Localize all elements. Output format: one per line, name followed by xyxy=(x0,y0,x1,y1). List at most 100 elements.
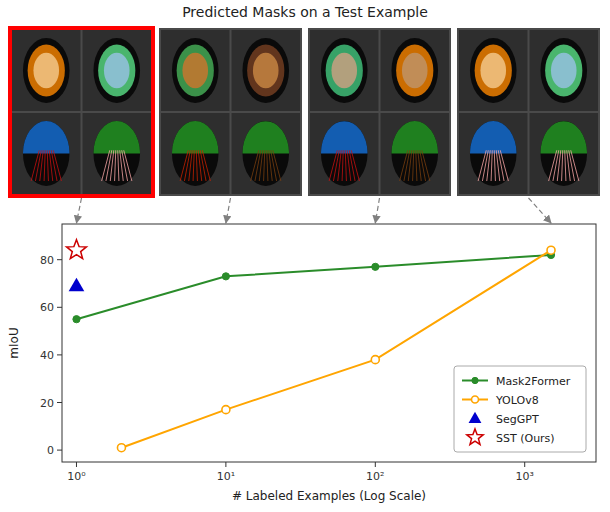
wing-base xyxy=(93,121,140,186)
sub-panel xyxy=(381,113,450,194)
wing-color xyxy=(28,45,65,97)
wing-base xyxy=(470,38,517,103)
data-point xyxy=(73,316,80,323)
wing-color xyxy=(104,53,130,89)
wing-color xyxy=(182,53,208,89)
legend-marker xyxy=(472,377,478,383)
page: {"chart_data": { "type": "line", "title"… xyxy=(0,0,610,512)
x-tick-label: 10² xyxy=(366,470,384,483)
wing-vein xyxy=(202,150,210,181)
sub-panel xyxy=(530,30,599,111)
y-tick xyxy=(57,354,62,355)
wing-vein xyxy=(491,150,492,181)
y-tick-label: 40 xyxy=(40,349,54,362)
wing-cap xyxy=(540,121,587,153)
pointer-arrow xyxy=(529,198,552,223)
wing-base xyxy=(23,121,70,186)
data-point xyxy=(371,356,379,364)
y-tick xyxy=(57,259,62,260)
wing-cap xyxy=(172,121,219,153)
wing-vein xyxy=(118,150,119,181)
example-panel xyxy=(457,28,600,196)
y-tick-label: 60 xyxy=(40,301,54,314)
x-tick-label: 10⁰ xyxy=(67,470,86,483)
wing-vein xyxy=(259,150,262,181)
legend-marker xyxy=(472,396,479,403)
wing-cap xyxy=(23,121,70,153)
wing-vein xyxy=(115,150,116,181)
wing-cap xyxy=(321,121,368,153)
sub-panel xyxy=(83,113,152,194)
legend-label: SST (Ours) xyxy=(496,432,555,445)
wing-cap xyxy=(391,121,438,153)
sub-panel xyxy=(530,113,599,194)
sub-panel xyxy=(161,30,230,111)
y-tick xyxy=(57,307,62,308)
y-tick-label: 80 xyxy=(40,254,54,267)
wing-base xyxy=(321,121,368,186)
wing-vein xyxy=(53,150,61,181)
data-point xyxy=(372,263,379,270)
wing-color xyxy=(545,45,582,97)
series-line xyxy=(76,255,551,319)
legend-box xyxy=(454,366,586,452)
x-tick-label: 10³ xyxy=(516,470,534,483)
wing-base xyxy=(321,38,368,103)
wing-color xyxy=(475,45,512,97)
wing-base xyxy=(23,38,70,103)
wing-vein xyxy=(562,150,563,181)
wing-vein xyxy=(494,150,495,181)
series xyxy=(67,240,87,259)
x-tick xyxy=(225,462,226,467)
panel-background xyxy=(308,28,451,196)
wing-vein xyxy=(338,150,341,181)
wing-base xyxy=(470,121,517,186)
x-tick-label: 10¹ xyxy=(217,470,235,483)
wing-color xyxy=(480,53,506,89)
wing-color xyxy=(551,53,577,89)
y-axis: 0 20 40 60 80 xyxy=(40,254,62,457)
title: Predicted Masks on a Test Example xyxy=(182,4,428,20)
sub-panel xyxy=(459,30,528,111)
wing-cap xyxy=(242,121,289,153)
pointer-arrow xyxy=(375,198,379,223)
sub-panel xyxy=(310,113,379,194)
data-point xyxy=(69,278,85,292)
example-panel xyxy=(308,28,451,196)
wing-vein xyxy=(193,150,194,181)
wing-color xyxy=(326,45,363,97)
y-tick xyxy=(57,402,62,403)
y-tick xyxy=(57,450,62,451)
sub-panel xyxy=(83,30,152,111)
wing-vein xyxy=(565,150,566,181)
wing-vein xyxy=(413,150,414,181)
y-tick-label: 20 xyxy=(40,397,54,410)
wing-vein xyxy=(487,150,490,181)
data-point xyxy=(222,273,229,280)
wing-color xyxy=(253,53,279,89)
sub-panel xyxy=(232,113,301,194)
example-panel xyxy=(10,28,153,196)
y-tick-label: 0 xyxy=(47,444,54,457)
panel-background xyxy=(10,28,153,196)
data-point xyxy=(547,246,555,254)
legend-label: Mask2Former xyxy=(496,375,571,388)
legend-label: YOLOv8 xyxy=(495,394,539,407)
example-panel xyxy=(159,28,302,196)
sub-panel xyxy=(459,113,528,194)
chart: Predicted Masks on a Test Example 0 20 40 60… xyxy=(0,0,610,512)
wing-vein xyxy=(44,150,45,181)
sub-panel xyxy=(161,113,230,194)
wing-base xyxy=(540,121,587,186)
wing-color xyxy=(331,53,357,89)
wing-vein xyxy=(267,150,268,181)
panel-background xyxy=(159,28,302,196)
sub-panel xyxy=(12,113,81,194)
wing-vein xyxy=(351,150,359,181)
legend-marker xyxy=(469,412,482,423)
wing-color xyxy=(177,45,214,97)
wing-base xyxy=(93,38,140,103)
wing-vein xyxy=(196,150,197,181)
wing-base xyxy=(391,121,438,186)
wing-vein xyxy=(124,150,132,181)
